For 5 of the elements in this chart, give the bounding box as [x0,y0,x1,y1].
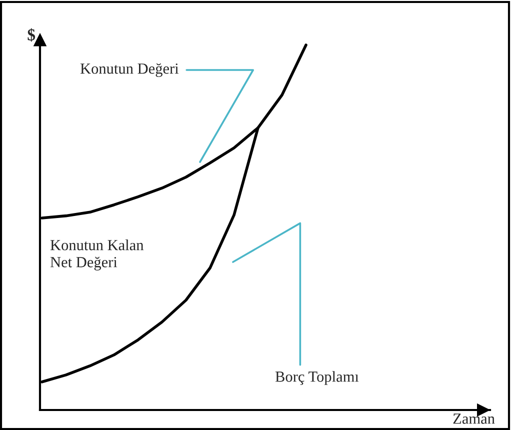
annotation: Borç Toplamı [275,371,359,385]
annotation: Konutun Kalan Net Değeri [50,240,144,270]
annotation: Konutun Değeri [80,63,179,77]
text: Zaman [453,414,495,424]
y-axis-title: $ [28,28,36,42]
